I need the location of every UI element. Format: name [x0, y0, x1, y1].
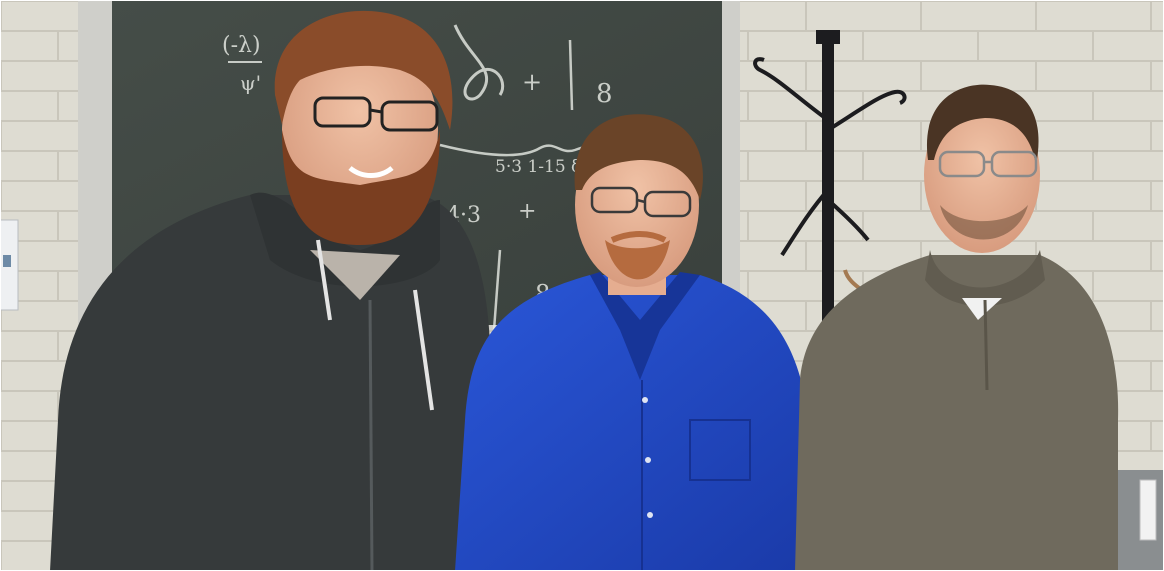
person-left [50, 10, 491, 571]
chalk-fraction-den: ψ' [240, 71, 261, 95]
chalk-eight-1: 8 [596, 79, 613, 109]
soap-bottle [1139, 479, 1157, 541]
chalk-plus-1: + [522, 68, 542, 96]
chalk-fraction-num: (-λ) [222, 33, 261, 58]
chalk-brace-label: 5·3 1-15 δ [495, 157, 581, 177]
chalk-writing: (-λ) ψ' + 8 5·3 1-15 δ 4·3 + 8 [222, 24, 661, 331]
chalk-plus-2: + [518, 199, 536, 224]
person-middle [455, 114, 812, 571]
person-right [795, 84, 1119, 571]
